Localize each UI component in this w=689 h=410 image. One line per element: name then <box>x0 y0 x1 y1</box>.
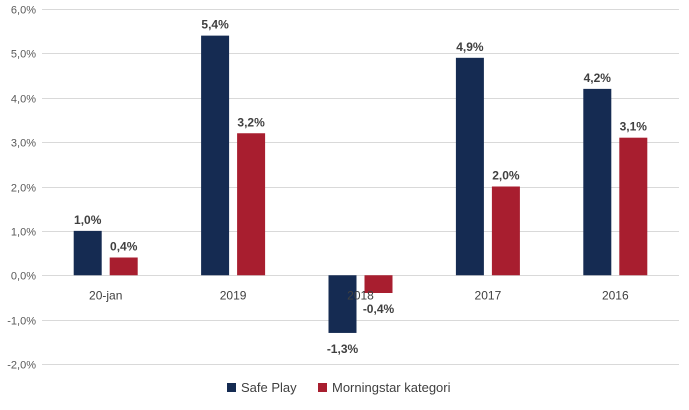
y-tick-label: 2,0% <box>11 183 36 195</box>
data-label: 3,1% <box>620 120 648 134</box>
bar-morningstar-kategori <box>491 186 520 276</box>
data-label: 1,0% <box>74 213 102 227</box>
legend-swatch <box>227 383 236 392</box>
data-label: 2,0% <box>492 169 520 183</box>
legend-label: Safe Play <box>241 380 297 395</box>
x-axis-categories: 20-jan 2019 2018 2017 2016 <box>89 288 629 302</box>
bar-morningstar-kategori <box>109 257 138 276</box>
data-label: -1,3% <box>327 342 359 356</box>
y-tick-label: 5,0% <box>11 49 36 61</box>
data-label: 5,4% <box>201 18 229 32</box>
data-label: 0,4% <box>110 240 138 254</box>
data-labels: 1,0% 0,4% 5,4% 3,2% -1,3% -0,4% 4,9% 2,0% 4,2% 3,… <box>74 18 647 356</box>
gridlines <box>42 9 679 365</box>
data-label: 4,9% <box>456 40 484 54</box>
y-axis-ticks: 6,0% 5,0% 4,0% 3,0% 2,0% 1,0% 0,0% -1,0% -2,0% <box>7 5 36 372</box>
legend: Safe Play Morningstar kategori <box>227 380 451 395</box>
bar-safe-play <box>328 275 357 333</box>
legend-swatch <box>318 383 327 392</box>
bars <box>73 35 648 333</box>
x-category-label: 2017 <box>475 288 502 302</box>
bar-morningstar-kategori <box>237 133 266 276</box>
data-label: -0,4% <box>363 302 395 316</box>
bar-safe-play <box>73 230 102 276</box>
legend-label: Morningstar kategori <box>332 380 451 395</box>
y-tick-label: -2,0% <box>7 360 36 372</box>
bar-morningstar-kategori <box>364 275 393 293</box>
y-tick-label: 0,0% <box>11 271 36 283</box>
y-tick-label: 4,0% <box>11 94 36 106</box>
x-category-label: 20-jan <box>89 288 122 302</box>
data-label: 3,2% <box>237 115 265 129</box>
bar-safe-play <box>583 88 612 276</box>
bar-safe-play <box>455 57 484 276</box>
y-tick-label: 6,0% <box>11 5 36 17</box>
x-category-label: 2018 <box>347 288 374 302</box>
x-category-label: 2016 <box>602 288 629 302</box>
x-category-label: 2019 <box>220 288 247 302</box>
bar-safe-play <box>201 35 230 276</box>
y-tick-label: 3,0% <box>11 138 36 150</box>
y-tick-label: 1,0% <box>11 227 36 239</box>
bar-morningstar-kategori <box>619 137 648 276</box>
data-label: 4,2% <box>584 71 612 85</box>
y-tick-label: -1,0% <box>7 316 36 328</box>
